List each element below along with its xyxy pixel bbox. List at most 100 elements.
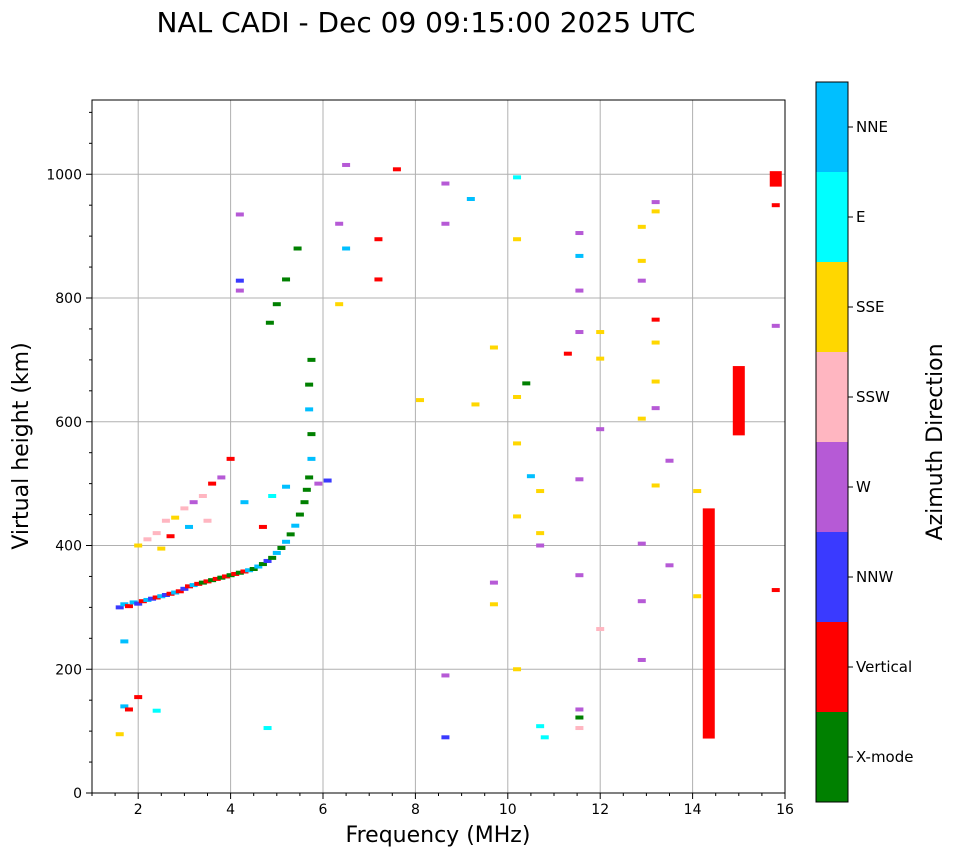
data-point [651, 340, 660, 345]
data-point [536, 489, 545, 494]
data-point [489, 580, 498, 585]
x-axis-title: Frequency (MHz) [346, 823, 531, 848]
data-point [115, 732, 124, 737]
y-tick-label: 600 [55, 415, 82, 431]
data-point [235, 288, 244, 293]
data-point [180, 506, 189, 511]
data-point [194, 581, 203, 586]
data-point [124, 707, 133, 712]
data-point [771, 588, 780, 593]
data-point [441, 673, 450, 678]
data-point [166, 534, 175, 539]
colorbar-swatch [816, 82, 848, 172]
data-point [286, 532, 295, 537]
y-tick-label: 0 [73, 786, 82, 802]
data-point [323, 478, 332, 483]
data-point [651, 406, 660, 411]
data-point [161, 593, 170, 597]
data-point [637, 599, 646, 604]
data-point [226, 573, 235, 578]
y-tick-label: 800 [55, 291, 82, 307]
x-tick-label: 12 [591, 802, 609, 818]
data-point [637, 416, 646, 421]
data-point [152, 531, 161, 536]
data-point [575, 288, 584, 293]
data-point [291, 523, 300, 528]
colorbar-swatch [816, 352, 848, 442]
colorbar-label: NNE [856, 118, 888, 136]
data-point [693, 594, 702, 599]
data-point [575, 573, 584, 578]
data-point [693, 489, 702, 494]
data-point [596, 356, 605, 361]
data-point [651, 483, 660, 488]
data-point [441, 181, 450, 186]
data-point [180, 586, 189, 591]
data-point [115, 605, 124, 610]
data-point [282, 277, 291, 282]
data-point [235, 278, 244, 283]
data-point [637, 258, 646, 263]
colorbar-title: Azimuth Direction [923, 343, 948, 540]
data-point [277, 545, 286, 550]
data-point [254, 564, 263, 569]
data-point [265, 320, 274, 325]
data-point [198, 494, 207, 498]
data-point [138, 599, 147, 604]
data-point [245, 568, 254, 573]
data-point [637, 657, 646, 662]
data-point [240, 500, 249, 505]
data-point [226, 456, 235, 461]
colorbar-label: NNW [856, 568, 893, 586]
data-point [134, 543, 143, 548]
colorbar-swatch [816, 262, 848, 352]
data-point [575, 477, 584, 482]
data-point [637, 278, 646, 283]
data-point [120, 704, 129, 709]
data-point [240, 569, 249, 574]
x-tick-label: 4 [226, 802, 235, 818]
x-tick-label: 14 [684, 802, 702, 818]
data-point [217, 475, 226, 480]
colorbar-swatch [816, 532, 848, 622]
data-point [665, 563, 674, 568]
data-point [771, 323, 780, 328]
data-point [513, 441, 522, 446]
data-point [157, 546, 166, 551]
x-tick-label: 10 [499, 802, 517, 818]
data-point [272, 302, 281, 307]
data-point [235, 212, 244, 217]
data-point [235, 570, 244, 575]
data-point [295, 512, 304, 517]
data-point [134, 601, 143, 606]
data-point [489, 602, 498, 607]
data-point [171, 515, 180, 520]
data-point [374, 277, 383, 282]
data-point [441, 221, 450, 226]
data-point [208, 481, 217, 486]
x-tick-label: 8 [411, 802, 420, 818]
data-point [536, 724, 545, 729]
data-point [489, 345, 498, 350]
data-point [314, 481, 323, 486]
data-point [637, 541, 646, 546]
data-bar [702, 508, 715, 739]
data-bar [732, 366, 745, 436]
data-point [342, 162, 351, 167]
data-point [143, 597, 152, 602]
data-point [536, 543, 545, 548]
data-point [575, 253, 584, 258]
data-point [152, 595, 161, 600]
data-point [134, 695, 143, 700]
data-point [282, 484, 291, 489]
colorbar-label: X-mode [856, 748, 913, 766]
data-point [300, 500, 309, 505]
data-point [161, 518, 170, 523]
data-point [513, 395, 522, 399]
colorbar-swatch [816, 622, 848, 712]
data-point [513, 667, 522, 672]
data-point [263, 726, 272, 731]
colorbar-swatch [816, 172, 848, 262]
data-point [335, 302, 344, 307]
data-point [513, 175, 522, 180]
